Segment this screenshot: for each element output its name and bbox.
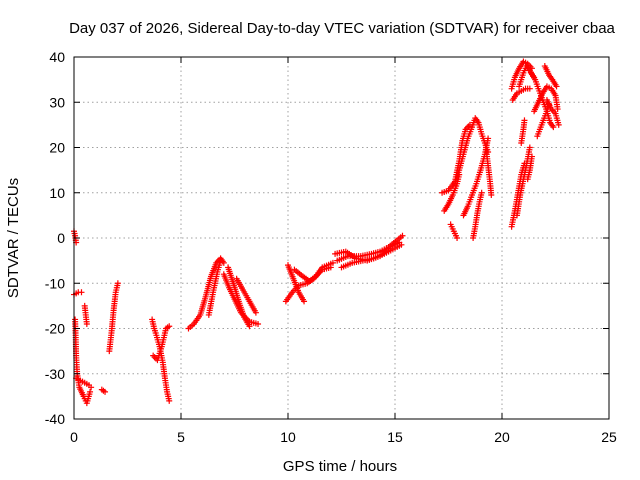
data-point [88, 384, 95, 391]
data-point [78, 289, 85, 296]
y-tick-label: -40 [45, 411, 65, 427]
data-point [478, 189, 485, 196]
data-point [528, 153, 535, 160]
data-point [521, 117, 528, 124]
x-tick-label: 25 [601, 429, 617, 445]
grid [74, 57, 609, 419]
data-point [454, 235, 461, 241]
data-point [488, 192, 495, 199]
data-point [550, 124, 557, 131]
data-point [553, 83, 560, 90]
y-tick-label: 20 [49, 140, 65, 156]
x-tick-label: 0 [70, 429, 78, 445]
x-tick-label: 5 [177, 429, 185, 445]
data-point [83, 320, 90, 327]
data-point [114, 280, 121, 287]
y-tick-label: -10 [45, 275, 65, 291]
y-tick-label: 40 [49, 49, 65, 65]
x-tick-label: 15 [387, 429, 403, 445]
y-tick-label: -20 [45, 321, 65, 337]
data-point [526, 144, 533, 151]
data-point [329, 259, 336, 266]
data-point [399, 232, 406, 239]
data-point [87, 388, 94, 395]
y-tick-label: -30 [45, 366, 65, 382]
y-tick-label: 0 [57, 230, 65, 246]
y-tick-label: 30 [49, 94, 65, 110]
y-axis-label: SDTVAR / TECUs [5, 178, 22, 298]
axes: 0 5 10 15 20 25 -40 -30 -20 -10 0 10 20 30 40 [45, 49, 617, 445]
data-point [554, 106, 561, 113]
x-tick-label: 20 [494, 429, 510, 445]
data-point [255, 320, 262, 327]
chart-title: Day 037 of 2026, Sidereal Day-to-day VTE… [69, 20, 615, 37]
data-point [246, 323, 253, 330]
data-point [217, 257, 224, 264]
data-point [526, 85, 533, 92]
data-point [102, 388, 109, 395]
data-points [71, 58, 562, 407]
x-axis-label: GPS time / hours [283, 458, 397, 475]
data-point [166, 397, 173, 404]
data-point [485, 135, 492, 142]
data-point [252, 309, 259, 316]
x-tick-label: 10 [280, 429, 296, 445]
data-point [396, 239, 403, 246]
data-point [301, 298, 308, 305]
data-point [555, 121, 562, 128]
data-point [166, 323, 173, 330]
y-tick-label: 10 [49, 185, 65, 201]
